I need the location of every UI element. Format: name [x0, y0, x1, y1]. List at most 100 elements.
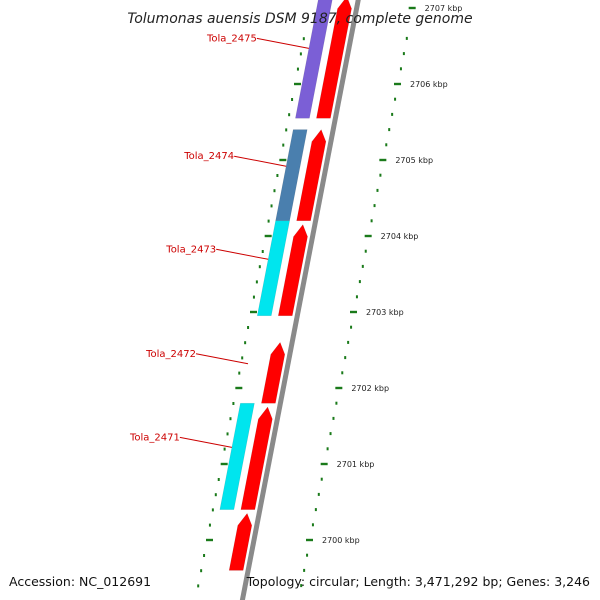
tick-dot: [255, 280, 258, 284]
tick-label: 2703 kbp: [366, 308, 404, 317]
tick-dot: [405, 36, 408, 40]
gene-label: Tola_2474: [183, 151, 234, 162]
tick-dot: [285, 128, 288, 132]
tick-dot: [361, 264, 364, 268]
tick-dot: [306, 553, 309, 557]
tick-dot: [344, 356, 347, 360]
tick-label: 2701 kbp: [337, 460, 375, 469]
gene-labels-layer: Tola_2475 Tola_2474 Tola_2473 Tola_2472 Tola…: [129, 33, 309, 448]
gene-label-line: [179, 436, 232, 448]
cds-arrow: [316, 0, 352, 119]
tick-dot: [294, 82, 302, 86]
tick-dot: [270, 204, 273, 208]
gene-block: [219, 402, 255, 510]
tick-dot: [226, 432, 229, 436]
map-title: Tolumonas auensis DSM 9187, complete gen…: [127, 11, 472, 27]
tick-dot: [279, 158, 287, 162]
tick-dot: [314, 508, 317, 512]
tick-dot: [370, 219, 373, 223]
tick-dot: [276, 174, 279, 177]
genome-backbone: [239, 0, 361, 600]
cds-arrow: [240, 406, 273, 510]
major-tick: [408, 6, 416, 10]
tick-dot: [379, 173, 382, 177]
gene-block: [256, 220, 290, 317]
tick-dot: [258, 265, 261, 269]
tick-dot: [364, 249, 367, 253]
tick-dot: [197, 584, 200, 588]
tick-dot: [303, 568, 306, 572]
tick-dot: [241, 356, 244, 360]
cds-track: [228, 0, 352, 571]
gene-label: Tola_2471: [129, 432, 180, 443]
tick-dot: [399, 67, 402, 71]
tick-dot: [320, 477, 323, 481]
tick-dot: [247, 326, 250, 329]
tick-label: 2704 kbp: [381, 232, 419, 241]
tick-dot: [238, 371, 241, 375]
tick-dot: [214, 493, 217, 497]
major-tick: [335, 386, 343, 390]
gene-block: [295, 0, 333, 119]
tick-dot: [267, 219, 270, 223]
accession-text: Accession: NC_012691: [9, 574, 151, 589]
major-tick: [364, 234, 372, 238]
tick-dot: [373, 204, 376, 208]
tick-dot: [302, 37, 305, 41]
tick-label: 2707 kbp: [425, 4, 463, 13]
cds-arrow: [296, 129, 327, 222]
tick-dot: [402, 52, 405, 56]
tick-dot: [288, 113, 291, 117]
tick-dot: [329, 432, 332, 436]
major-tick: [394, 82, 402, 86]
tick-label: 2705 kbp: [395, 156, 433, 165]
tick-dot: [250, 310, 258, 314]
tick-dot: [203, 554, 206, 557]
tick-dot: [217, 478, 220, 481]
major-tick: [306, 538, 313, 542]
tick-dot: [200, 569, 203, 573]
tick-dot: [208, 523, 211, 527]
tick-dot: [291, 98, 294, 101]
tick-dot: [355, 295, 358, 299]
tick-dot: [223, 447, 226, 451]
topology-text: Topology: circular; Length: 3,471,292 bp…: [246, 574, 590, 589]
tick-dot: [350, 325, 353, 329]
tick-dot: [300, 584, 303, 588]
tick-dot: [296, 67, 299, 71]
cds-arrow: [228, 512, 253, 571]
tick-dot: [206, 538, 213, 542]
tick-dot: [211, 508, 214, 512]
cds-arrow: [261, 341, 286, 404]
tick-dot: [244, 341, 247, 345]
tick-dot: [394, 97, 397, 101]
gene-label: Tola_2473: [165, 244, 216, 255]
tick-dot: [317, 492, 320, 496]
tick-dot: [264, 234, 272, 238]
tick-dot: [391, 112, 394, 116]
tick-dot: [273, 189, 276, 193]
tick-dot: [261, 250, 264, 253]
tick-dot: [388, 128, 391, 132]
tick-dots-layer: [197, 36, 408, 588]
tick-dot: [332, 416, 335, 420]
major-tick: [379, 158, 387, 162]
cds-arrow: [277, 224, 308, 317]
gene-label-line: [256, 37, 309, 49]
gene-track: [219, 0, 333, 510]
gene-label-line: [216, 248, 269, 260]
tick-dot: [341, 371, 344, 375]
tick-label: 2700 kbp: [322, 536, 360, 545]
tick-dot: [311, 523, 314, 527]
tick-dot: [252, 295, 255, 299]
tick-dot: [347, 340, 350, 344]
tick-dot: [335, 401, 338, 405]
major-tick: [350, 310, 358, 314]
tick-marks-layer: 2700 kbp 2701 kbp 2702 kbp 2703 kbp 2704 kbp…: [306, 4, 462, 545]
tick-dot: [232, 402, 235, 405]
tick-dot: [358, 280, 361, 284]
tick-dot: [299, 52, 302, 56]
tick-dot: [229, 417, 232, 421]
major-tick: [320, 462, 328, 466]
